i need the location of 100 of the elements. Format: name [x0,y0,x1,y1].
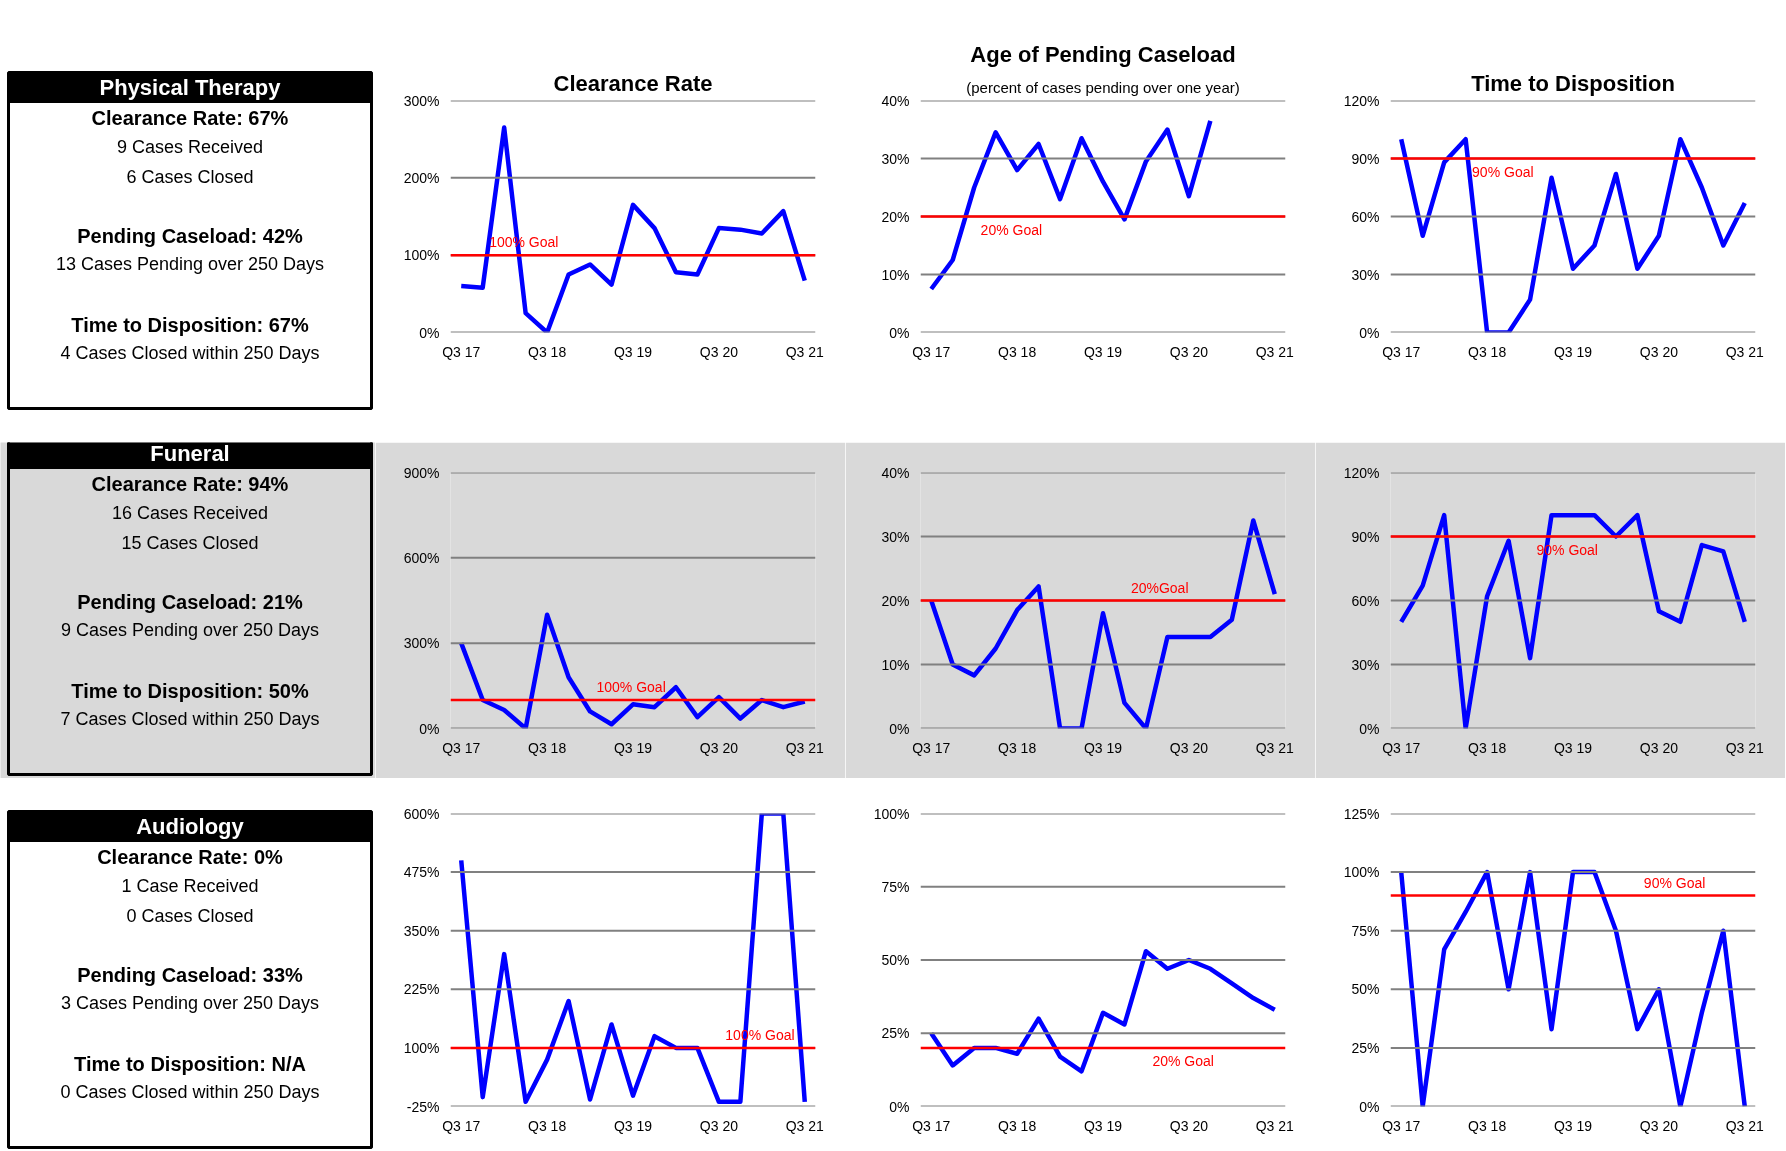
ref-line-label: 90% Goal [1472,163,1534,180]
x-tick-label: Q3 20 [699,739,739,756]
y-tick-label: 40% [881,92,910,109]
x-tick-label: Q3 18 [528,1117,567,1134]
x-tick-label: Q3 20 [1169,739,1209,756]
y-tick-label: 225% [403,981,440,998]
text: 9 Cases Received [116,136,264,157]
text: Funeral [150,441,230,466]
y-tick-label: 10% [881,266,910,283]
text: Pending Caseload: 21% [77,590,304,613]
x-tick-label: Q3 18 [998,739,1037,756]
x-tick-label: Q3 19 [613,739,653,756]
y-tick-label: 350% [403,922,440,939]
y-tick-label: 25% [881,1025,910,1042]
x-tick-label: Q3 17 [442,343,481,360]
y-tick-label: 75% [881,878,910,895]
text: Time to Disposition: N/A [74,1052,306,1075]
x-tick-label: Q3 19 [1553,343,1593,360]
y-tick-label: 10% [881,656,910,673]
x-tick-label: Q3 20 [699,1117,739,1134]
text: 6 Cases Closed [126,166,254,187]
x-tick-label: Q3 19 [1083,739,1123,756]
line-series [1398,869,1748,1107]
y-tick-label: 20% [881,208,910,225]
y-tick-label: 20% [881,592,910,609]
y-tick-label: 90% [1351,528,1380,545]
ref-line-label: 100% Goal [596,679,666,696]
line-series [458,612,808,729]
x-tick-label: Q3 21 [1255,1117,1295,1134]
line-series [928,518,1278,729]
x-tick-label: Q3 18 [1468,739,1507,756]
x-tick-label: Q3 19 [1553,1117,1593,1134]
x-tick-label: Q3 21 [1255,343,1295,360]
x-tick-label: Q3 17 [442,739,481,756]
x-tick-label: Q3 20 [1639,1117,1679,1134]
y-tick-label: 120% [1343,464,1380,481]
y-tick-label: 30% [1351,656,1380,673]
y-tick-label: 0% [419,324,440,341]
x-tick-label: Q3 21 [1725,343,1765,360]
text: Pending Caseload: 42% [77,224,304,247]
y-tick-label: 0% [419,720,440,737]
x-tick-label: Q3 18 [1468,1117,1507,1134]
text: Physical Therapy [99,75,282,100]
text: Audiology [136,814,245,839]
y-tick-label: 0% [889,324,910,341]
x-tick-label: Q3 20 [1169,343,1209,360]
y-tick-label: 90% [1351,150,1380,167]
y-tick-label: 300% [403,635,440,652]
y-tick-label: 900% [403,464,440,481]
line-series [1398,136,1748,333]
x-tick-label: Q3 21 [785,343,825,360]
line-series [1398,512,1748,729]
y-tick-label: 30% [1351,266,1380,283]
x-tick-label: Q3 18 [1468,343,1507,360]
text: Time to Disposition: 50% [71,679,309,702]
ref-line-label: 20% Goal [1152,1052,1214,1069]
y-tick-label: 300% [403,92,440,109]
y-tick-label: 600% [403,805,440,822]
x-tick-label: Q3 17 [912,1117,951,1134]
x-tick-label: Q3 18 [998,343,1037,360]
x-tick-label: Q3 18 [528,343,567,360]
x-tick-label: Q3 21 [1255,739,1295,756]
y-tick-label: -25% [406,1098,440,1115]
ref-line-label: 90% Goal [1643,874,1706,891]
x-tick-label: Q3 21 [785,739,825,756]
y-tick-label: 100% [403,1039,440,1056]
y-tick-label: 30% [881,528,910,545]
x-tick-label: Q3 21 [1725,1117,1765,1134]
y-tick-label: 40% [881,464,910,481]
chart-subtitle: (percent of cases pending over one year) [966,78,1240,96]
y-tick-label: 0% [889,1098,910,1115]
y-tick-label: 50% [881,952,910,968]
y-tick-label: 75% [1351,922,1380,939]
y-tick-label: 25% [1351,1039,1380,1056]
x-tick-label: Q3 18 [528,739,567,756]
x-tick-label: Q3 19 [1083,343,1123,360]
text: 3 Cases Pending over 250 Days [60,992,320,1013]
text: 15 Cases Closed [121,532,259,553]
x-tick-label: Q3 21 [1725,739,1765,756]
text: 7 Cases Closed within 250 Days [60,708,320,729]
x-tick-label: Q3 20 [699,343,739,360]
text: Clearance Rate: 67% [91,106,289,129]
y-tick-label: 100% [1343,864,1380,881]
x-tick-label: Q3 21 [785,1117,825,1134]
y-tick-label: 0% [1359,324,1380,341]
text: 4 Cases Closed within 250 Days [60,342,320,363]
text: Pending Caseload: 33% [77,963,304,986]
text: 9 Cases Pending over 250 Days [60,619,320,640]
y-tick-label: 125% [1343,805,1380,822]
x-tick-label: Q3 17 [912,343,951,360]
text: 0 Cases Closed within 250 Days [60,1081,320,1102]
text: 13 Cases Pending over 250 Days [55,253,325,274]
text: 1 Case Received [121,875,259,896]
x-tick-label: Q3 20 [1169,1117,1209,1134]
x-tick-label: Q3 20 [1639,343,1679,360]
text: Clearance Rate: 0% [97,845,284,868]
chart-title: Clearance Rate [553,70,713,96]
x-tick-label: Q3 17 [912,739,951,756]
x-tick-label: Q3 17 [1382,1117,1421,1134]
line-series [928,948,1278,1074]
